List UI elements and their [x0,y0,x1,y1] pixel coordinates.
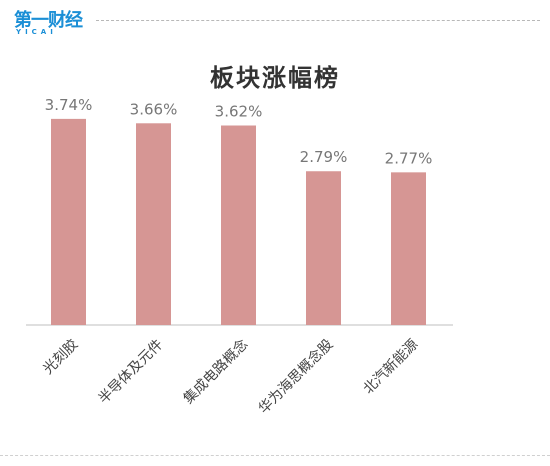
category-label-1: 光刻胶 [40,336,82,378]
yicai-logo: 第一财经 YICAI [14,6,94,40]
footer-divider [0,455,550,456]
value-label-2: 3.66% [130,100,178,118]
value-label-5: 2.77% [385,149,433,167]
category-label-4: 华为海思概念股 [255,336,336,417]
bar-3 [221,125,256,326]
logo-subtext: YICAI [16,28,57,36]
bar-5 [391,172,426,325]
value-label-3: 3.62% [215,102,263,120]
value-label-1: 3.74% [45,96,93,114]
value-label-4: 2.79% [300,148,348,166]
category-label-2: 半导体及元件 [96,337,167,408]
header-divider [96,20,540,21]
chart-title: 板块涨幅榜 [210,64,340,92]
category-label-5: 北汽新能源 [361,337,422,398]
bar-4 [306,171,341,325]
logo-text: 第一财经 [14,10,83,31]
bar-1 [51,118,86,325]
bar-2 [136,123,171,325]
category-label-3: 集成电路概念 [180,336,251,407]
